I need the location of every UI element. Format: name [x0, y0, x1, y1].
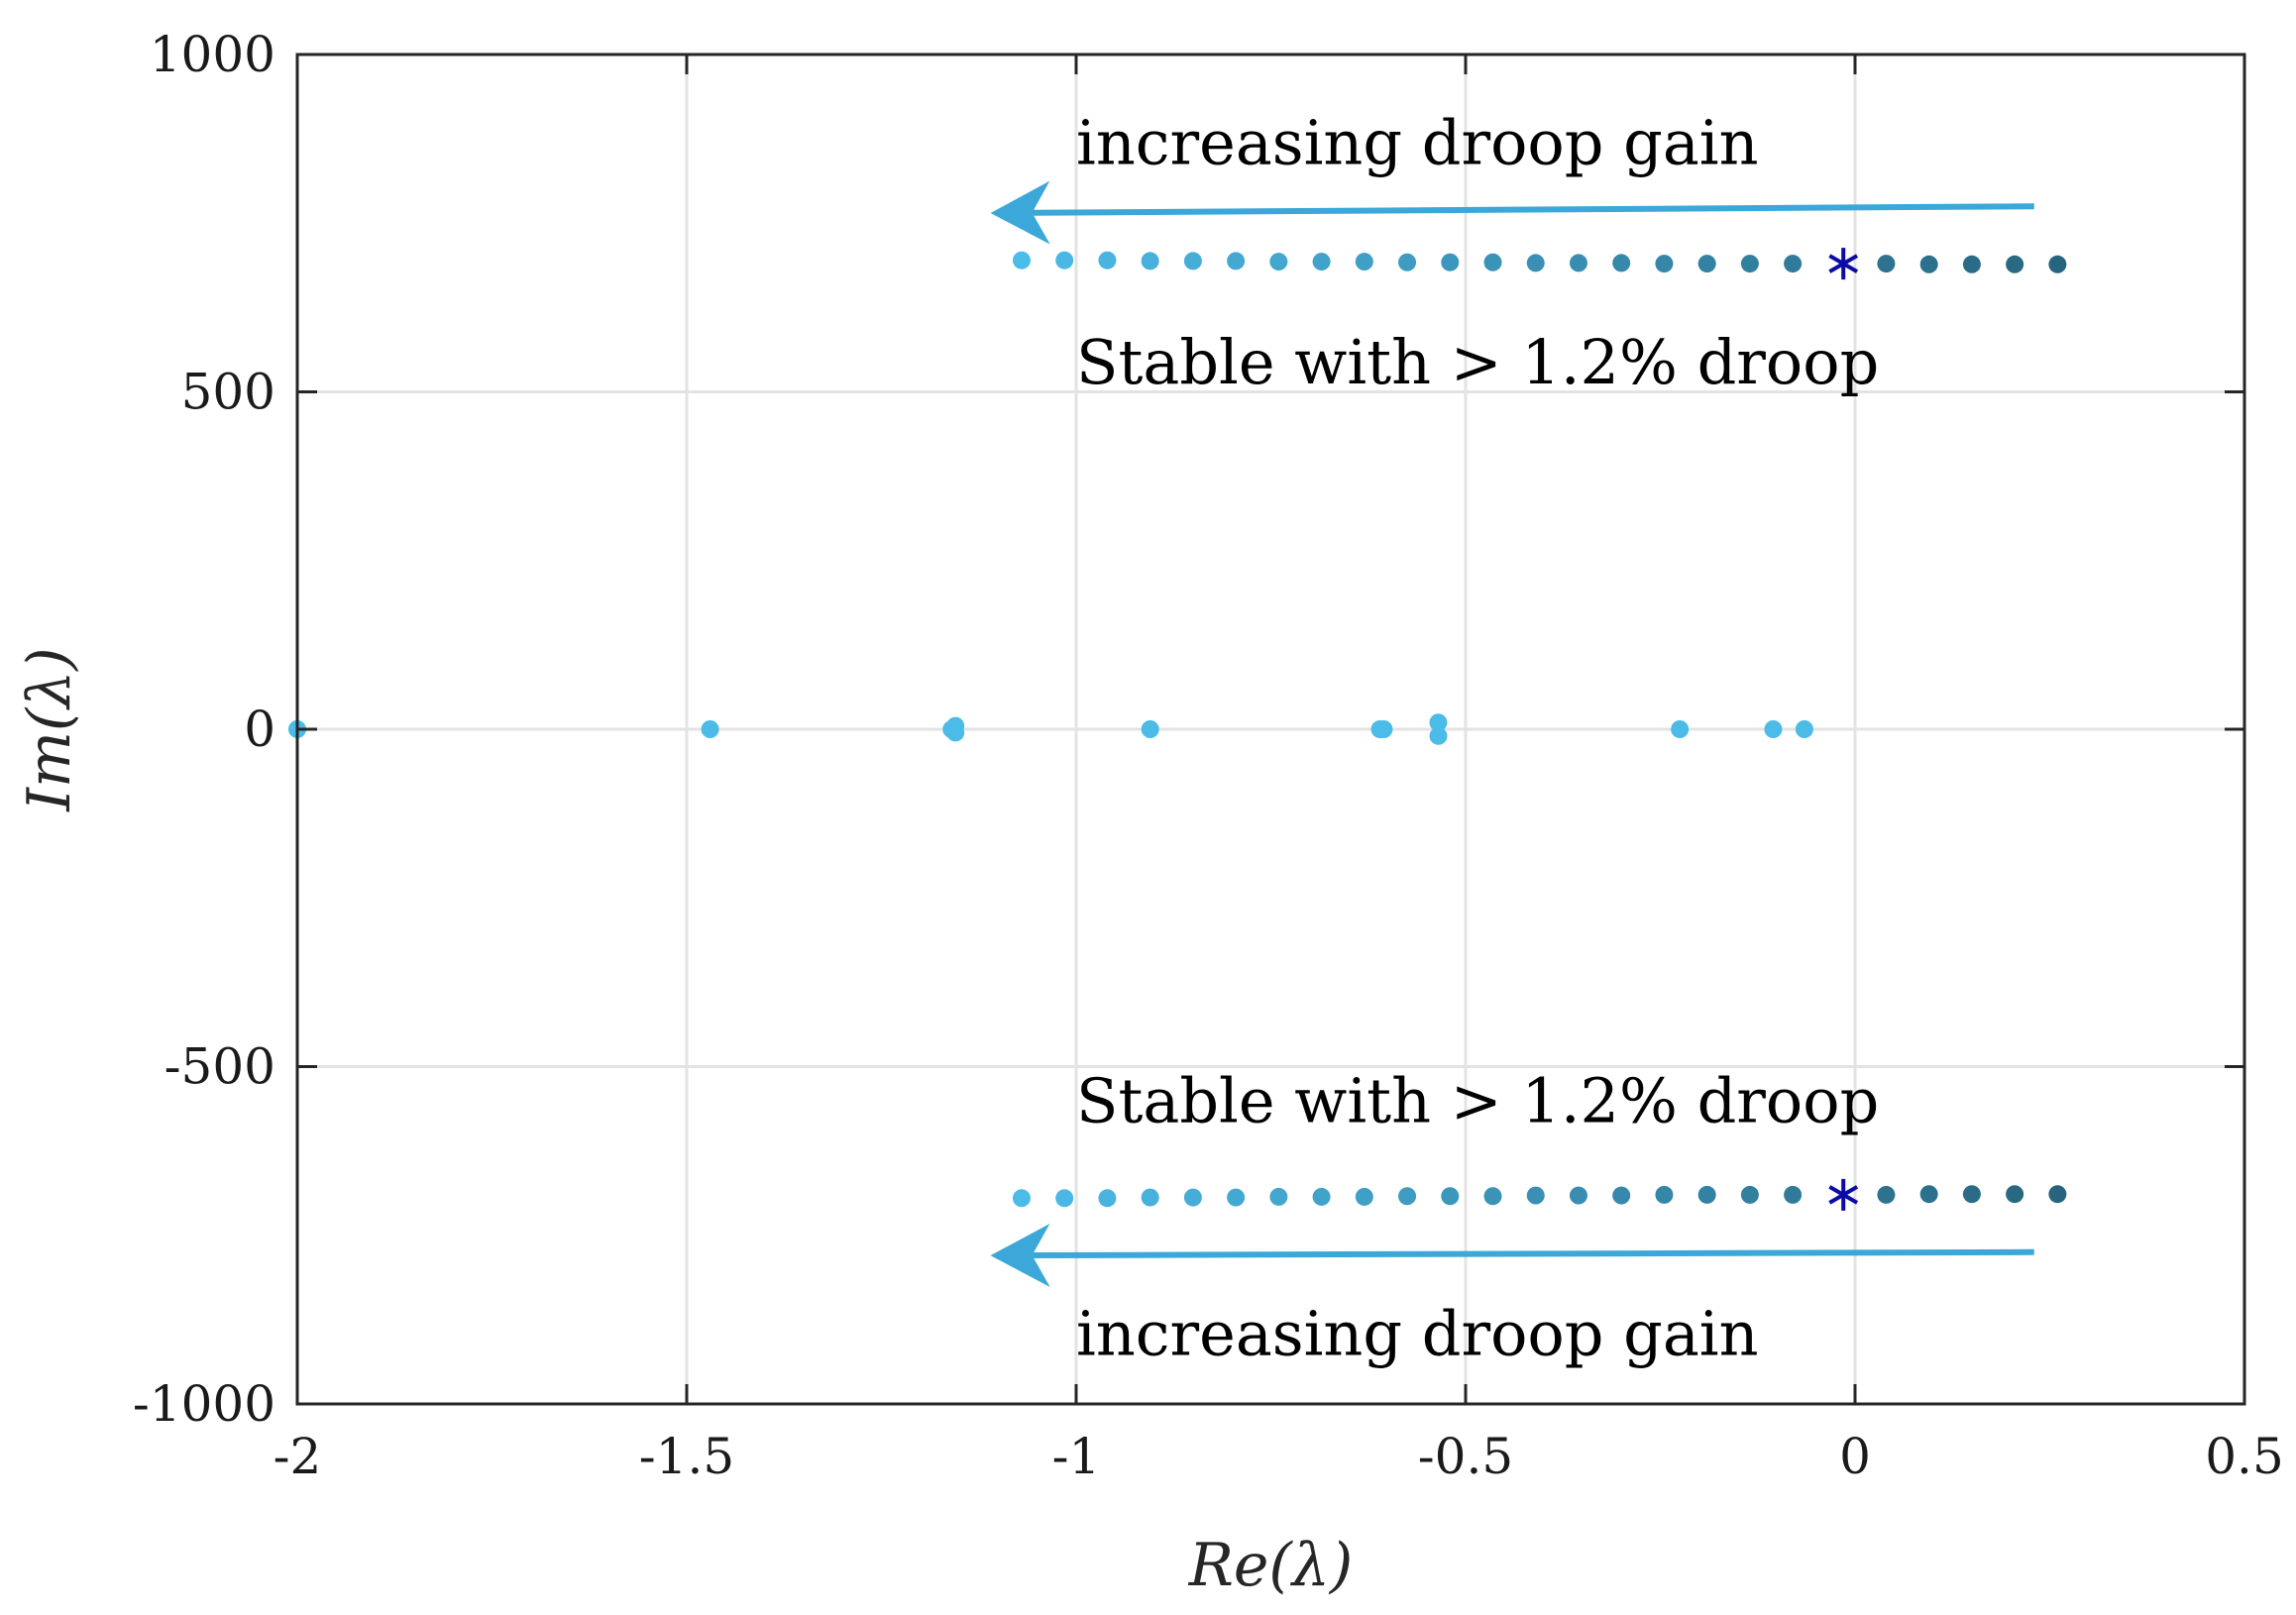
arrow-shaft — [1032, 1248, 2034, 1259]
eigenvalue-point — [1764, 720, 1783, 738]
eigenvalue-point — [2048, 1185, 2067, 1204]
annotation-text: increasing droop gain — [1076, 1297, 1759, 1369]
eigenvalue-point — [1569, 1186, 1587, 1205]
eigenvalue-point — [1012, 1189, 1031, 1208]
eigenvalue-point — [1877, 255, 1896, 273]
eigenvalue-point — [1355, 253, 1373, 271]
eigenvalue-point — [1398, 1187, 1417, 1206]
eigenvalue-point — [1269, 1187, 1288, 1206]
eigenvalue-point — [1877, 1185, 1896, 1204]
eigenvalue-point — [1227, 1188, 1246, 1207]
annotations: increasing droop gain Stable with > 1.2% … — [1076, 107, 1879, 1370]
eigenvalue-point — [1429, 713, 1448, 732]
y-tick-label: -500 — [164, 1038, 275, 1096]
eigenvalue-point — [1740, 1185, 1759, 1204]
eigenvalue-point — [1655, 1185, 1674, 1204]
eigenvalue-point — [1012, 251, 1031, 269]
y-axis-label: Im(λ) — [15, 647, 84, 811]
annotation-text: increasing droop gain — [1076, 107, 1759, 179]
annotation-text: Stable with > 1.2% droop — [1076, 1065, 1879, 1137]
x-tick-label: -2 — [273, 1428, 322, 1485]
eigenvalue-point — [1655, 255, 1674, 273]
eigenvalue-point — [1098, 251, 1117, 269]
y-tick-label: 0 — [244, 700, 275, 758]
eigenvalue-point — [1227, 252, 1246, 270]
eigenvalue-point — [946, 723, 965, 742]
eigenvalue-point — [1374, 720, 1393, 738]
x-axis-label: Re(λ) — [1188, 1531, 1354, 1600]
eigenvalue-point — [1441, 1187, 1460, 1206]
eigenvalue-point — [1141, 252, 1159, 270]
eigenvalue-point — [2006, 255, 2024, 273]
arrow-shaft — [1032, 203, 2034, 216]
y-tick-label: 1000 — [150, 26, 275, 83]
eigenvalue-point — [2048, 255, 2067, 273]
grid — [295, 53, 2246, 1406]
eigenvalue-point — [1141, 1188, 1159, 1207]
x-tick-label: 0.5 — [2205, 1428, 2284, 1485]
data-points — [288, 248, 2067, 1211]
x-tick-label: 0 — [1839, 1428, 1871, 1485]
axis-ticks: -2 -1.5 -1 -0.5 0 0.5 -1000 -500 0 500 1000 — [133, 26, 2284, 1485]
eigenvalue-point — [1098, 1189, 1117, 1208]
eigenvalue-point — [1141, 720, 1159, 738]
arrow-head — [990, 180, 1050, 245]
eigenvalue-point — [1398, 253, 1417, 271]
eigenvalue-point — [1483, 253, 1502, 271]
eigenvalue-point — [1429, 726, 1448, 745]
x-tick-label: -1 — [1052, 1428, 1101, 1485]
eigenvalue-point — [1919, 1185, 1938, 1204]
arrows — [990, 180, 2034, 1287]
annotation-text: Stable with > 1.2% droop — [1076, 326, 1879, 398]
y-tick-label: -1000 — [133, 1375, 275, 1433]
eigenvalue-point — [1784, 1185, 1803, 1204]
x-tick-label: -0.5 — [1418, 1428, 1513, 1485]
eigenvalue-point — [1697, 255, 1716, 273]
eigenvalue-point — [1483, 1187, 1502, 1206]
eigenvalue-point — [1740, 255, 1759, 273]
eigenvalue-point — [1441, 253, 1460, 271]
eigenvalue-point — [2006, 1185, 2024, 1204]
eigenvalue-point — [1962, 1185, 1981, 1204]
eigenvalue-point — [1183, 252, 1202, 270]
eigenvalue-point — [1312, 253, 1331, 271]
eigenvalue-point — [1784, 255, 1803, 273]
eigenvalue-point — [1055, 1189, 1074, 1208]
eigenvalue-point — [1526, 254, 1545, 272]
eigenvalue-point — [1962, 255, 1981, 273]
eigenvalue-point — [1612, 1186, 1631, 1205]
operating-point-star — [1828, 1178, 1859, 1211]
y-tick-label: 500 — [181, 364, 275, 421]
arrow-head — [990, 1223, 1050, 1287]
eigenvalue-point — [1569, 254, 1587, 272]
eigenvalue-point — [1671, 720, 1690, 738]
eigenvalue-point — [1612, 254, 1631, 272]
eigenvalue-point — [1795, 720, 1813, 738]
eigenvalue-point — [1355, 1187, 1373, 1206]
eigenvalue-point — [1055, 251, 1074, 269]
eigenvalue-point — [1526, 1186, 1545, 1205]
eigenvalue-point — [701, 720, 719, 738]
eigenvalue-point — [1312, 1187, 1331, 1206]
eigenvalue-point — [1919, 255, 1938, 273]
operating-point-star — [1828, 248, 1859, 280]
eigenvalue-point — [1269, 253, 1288, 271]
x-tick-label: -1.5 — [639, 1428, 734, 1485]
eigenvalue-point — [1697, 1185, 1716, 1204]
eigenvalue-point — [1183, 1188, 1202, 1207]
